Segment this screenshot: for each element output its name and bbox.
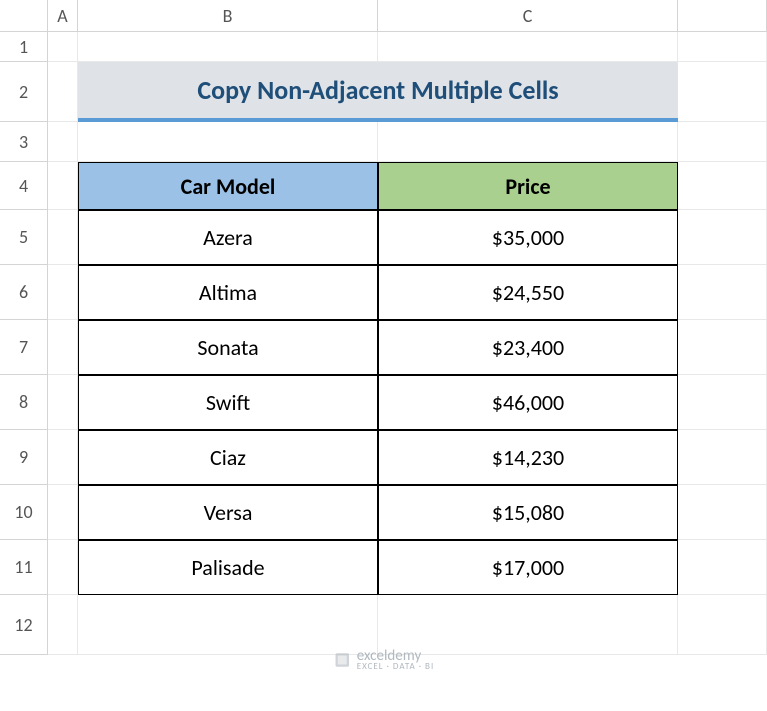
cell-D1[interactable] [678, 32, 767, 62]
cell-A9[interactable] [48, 430, 78, 485]
cell-D2[interactable] [678, 62, 767, 122]
cell-A11[interactable] [48, 540, 78, 595]
exceldemy-logo-icon [333, 651, 351, 669]
row-header-9[interactable]: 9 [0, 430, 48, 485]
table-cell-price[interactable]: $14,230 [378, 430, 678, 485]
cell-D9[interactable] [678, 430, 767, 485]
cell-B12[interactable] [78, 595, 378, 655]
table-cell-model[interactable]: Versa [78, 485, 378, 540]
cell-A12[interactable] [48, 595, 78, 655]
col-header-A[interactable]: A [48, 0, 78, 32]
table-cell-price[interactable]: $15,080 [378, 485, 678, 540]
cell-D10[interactable] [678, 485, 767, 540]
cell-A4[interactable] [48, 162, 78, 210]
cell-D7[interactable] [678, 320, 767, 375]
select-all-corner[interactable] [0, 0, 48, 32]
cell-D8[interactable] [678, 375, 767, 430]
cell-C12[interactable] [378, 595, 678, 655]
cell-A8[interactable] [48, 375, 78, 430]
row-header-2[interactable]: 2 [0, 62, 48, 122]
row-header-7[interactable]: 7 [0, 320, 48, 375]
watermark: exceldemy EXCEL · DATA · BI [333, 649, 434, 671]
table-cell-price[interactable]: $23,400 [378, 320, 678, 375]
cell-B3[interactable] [78, 122, 378, 162]
cell-D11[interactable] [678, 540, 767, 595]
table-cell-model[interactable]: Ciaz [78, 430, 378, 485]
row-header-11[interactable]: 11 [0, 540, 48, 595]
watermark-sub: EXCEL · DATA · BI [357, 662, 434, 671]
row-header-5[interactable]: 5 [0, 210, 48, 265]
table-cell-price[interactable]: $17,000 [378, 540, 678, 595]
cell-A5[interactable] [48, 210, 78, 265]
cell-B1[interactable] [78, 32, 378, 62]
col-header-B[interactable]: B [78, 0, 378, 32]
cell-A3[interactable] [48, 122, 78, 162]
table-cell-price[interactable]: $46,000 [378, 375, 678, 430]
cell-A7[interactable] [48, 320, 78, 375]
page-title[interactable]: Copy Non-Adjacent Multiple Cells [78, 62, 678, 122]
row-header-6[interactable]: 6 [0, 265, 48, 320]
row-header-3[interactable]: 3 [0, 122, 48, 162]
table-cell-price[interactable]: $24,550 [378, 265, 678, 320]
cell-D4[interactable] [678, 162, 767, 210]
table-cell-model[interactable]: Altima [78, 265, 378, 320]
cell-D6[interactable] [678, 265, 767, 320]
cell-D12[interactable] [678, 595, 767, 655]
cell-A6[interactable] [48, 265, 78, 320]
cell-D5[interactable] [678, 210, 767, 265]
table-header-model[interactable]: Car Model [78, 162, 378, 210]
cell-A10[interactable] [48, 485, 78, 540]
table-cell-model[interactable]: Azera [78, 210, 378, 265]
table-header-price[interactable]: Price [378, 162, 678, 210]
row-header-1[interactable]: 1 [0, 32, 48, 62]
col-header-C[interactable]: C [378, 0, 678, 32]
row-header-12[interactable]: 12 [0, 595, 48, 655]
row-header-10[interactable]: 10 [0, 485, 48, 540]
watermark-text: exceldemy EXCEL · DATA · BI [357, 649, 434, 671]
row-header-8[interactable]: 8 [0, 375, 48, 430]
cell-C1[interactable] [378, 32, 678, 62]
cell-C3[interactable] [378, 122, 678, 162]
cell-D3[interactable] [678, 122, 767, 162]
table-cell-model[interactable]: Sonata [78, 320, 378, 375]
row-header-4[interactable]: 4 [0, 162, 48, 210]
cell-A2[interactable] [48, 62, 78, 122]
spreadsheet-grid: A B C 1 2 Copy Non-Adjacent Multiple Cel… [0, 0, 767, 655]
table-cell-price[interactable]: $35,000 [378, 210, 678, 265]
table-cell-model[interactable]: Palisade [78, 540, 378, 595]
col-header-blank[interactable] [678, 0, 767, 32]
table-cell-model[interactable]: Swift [78, 375, 378, 430]
cell-A1[interactable] [48, 32, 78, 62]
